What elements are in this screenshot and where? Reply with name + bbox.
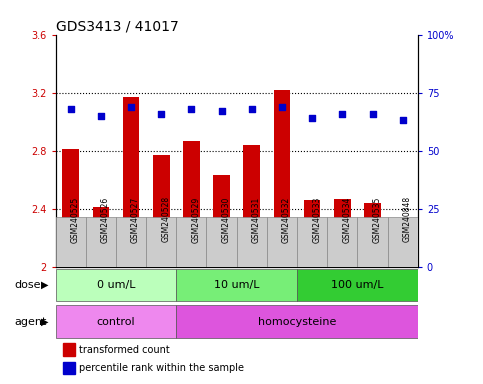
Text: GSM240848: GSM240848	[403, 196, 412, 242]
Point	[399, 118, 407, 124]
Bar	[153, 155, 170, 267]
Point	[67, 106, 74, 112]
Text: agent: agent	[14, 316, 46, 326]
Bar	[123, 97, 139, 267]
Bar	[327, 217, 357, 267]
Bar	[213, 175, 230, 267]
Bar	[183, 141, 199, 267]
Text: GSM240525: GSM240525	[71, 196, 80, 243]
Text: 100 um/L: 100 um/L	[331, 280, 384, 290]
Bar	[395, 260, 411, 267]
Bar	[63, 362, 75, 374]
Bar	[304, 200, 320, 267]
Text: GSM240531: GSM240531	[252, 196, 261, 243]
Point	[308, 115, 316, 121]
Text: GSM240535: GSM240535	[372, 196, 382, 243]
Bar	[237, 217, 267, 267]
Text: ▶: ▶	[41, 280, 48, 290]
Text: GSM240527: GSM240527	[131, 196, 140, 243]
Bar	[56, 217, 86, 267]
Text: transformed count: transformed count	[79, 345, 170, 355]
Text: GSM240529: GSM240529	[191, 196, 200, 243]
Bar	[388, 217, 418, 267]
Text: percentile rank within the sample: percentile rank within the sample	[79, 363, 244, 373]
Bar	[274, 90, 290, 267]
Text: GSM240533: GSM240533	[312, 196, 321, 243]
Bar	[267, 217, 297, 267]
Text: 10 um/L: 10 um/L	[214, 280, 259, 290]
Text: GSM240532: GSM240532	[282, 196, 291, 243]
Bar	[297, 217, 327, 267]
Text: GSM240528: GSM240528	[161, 196, 170, 242]
Text: control: control	[97, 316, 135, 326]
Bar	[116, 217, 146, 267]
Bar	[176, 217, 207, 267]
Point	[278, 104, 286, 110]
Bar	[207, 217, 237, 267]
Bar	[86, 217, 116, 267]
Bar	[93, 207, 109, 267]
Bar	[56, 269, 176, 301]
Point	[97, 113, 105, 119]
Text: homocysteine: homocysteine	[258, 316, 336, 326]
Bar	[297, 269, 418, 301]
Bar	[56, 305, 176, 338]
Bar	[357, 217, 388, 267]
Bar	[62, 149, 79, 267]
Text: GSM240526: GSM240526	[101, 196, 110, 243]
Bar	[176, 269, 297, 301]
Point	[187, 106, 195, 112]
Bar	[334, 199, 351, 267]
Bar	[146, 217, 176, 267]
Point	[157, 111, 165, 117]
Bar	[364, 203, 381, 267]
Text: GSM240534: GSM240534	[342, 196, 351, 243]
Point	[127, 104, 135, 110]
Point	[248, 106, 256, 112]
Text: dose: dose	[14, 280, 41, 290]
Text: 0 um/L: 0 um/L	[97, 280, 135, 290]
Text: GDS3413 / 41017: GDS3413 / 41017	[56, 20, 178, 33]
Bar	[176, 305, 418, 338]
Bar	[63, 343, 75, 356]
Bar	[243, 145, 260, 267]
Text: ▶: ▶	[41, 316, 48, 326]
Text: GSM240530: GSM240530	[222, 196, 230, 243]
Point	[369, 111, 376, 117]
Point	[218, 108, 226, 114]
Point	[339, 111, 346, 117]
